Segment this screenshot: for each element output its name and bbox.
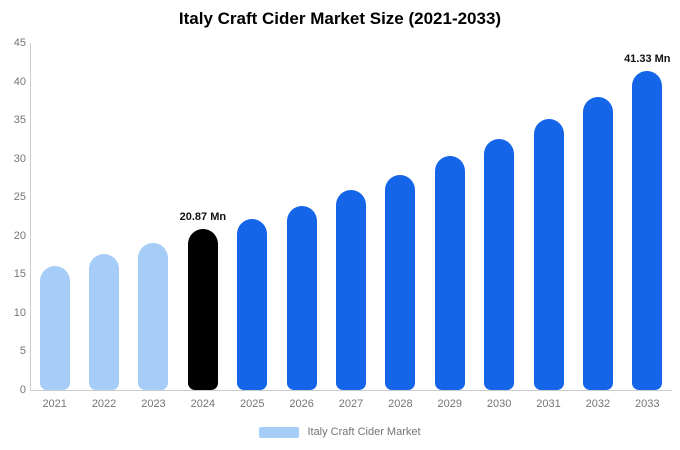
x-tick-label: 2029 <box>437 398 462 410</box>
bar-2021[interactable] <box>39 265 70 390</box>
y-tick-label: 20 <box>13 229 26 242</box>
bar-2023[interactable] <box>138 242 169 390</box>
y-tick-label: 15 <box>13 268 26 281</box>
bar-2025[interactable] <box>237 218 268 390</box>
x-tick-label: 2021 <box>42 398 67 410</box>
x-tick-label: 2028 <box>388 398 413 410</box>
chart-title: Italy Craft Cider Market Size (2021-2033… <box>178 9 502 28</box>
x-tick-label: 2032 <box>585 398 611 410</box>
x-tick-label: 2031 <box>536 398 561 410</box>
x-tick-label: 2024 <box>190 398 216 410</box>
x-tick-label: 2030 <box>486 398 512 410</box>
legend-item[interactable]: Italy Craft Cider Market <box>0 426 680 438</box>
y-tick-label: 35 <box>13 114 26 127</box>
bar-2033[interactable] <box>632 71 663 390</box>
bar-2028[interactable] <box>385 174 416 390</box>
y-tick-label: 0 <box>19 384 26 396</box>
y-tick-label: 40 <box>13 75 26 88</box>
legend-swatch <box>259 426 300 438</box>
y-axis-line <box>30 43 31 390</box>
plot-area: 20.87 Mn 41.33 Mn <box>30 43 672 390</box>
legend-label: Italy Craft Cider Market <box>307 426 421 438</box>
bar-2031[interactable] <box>533 119 564 390</box>
x-tick-label: 2025 <box>239 398 265 410</box>
bar-2022[interactable] <box>89 254 120 390</box>
bar-2024[interactable] <box>187 229 218 390</box>
bar-2032[interactable] <box>582 96 613 390</box>
x-axis-line <box>30 390 672 391</box>
x-tick-label: 2026 <box>289 398 314 410</box>
x-tick-label: 2033 <box>635 398 660 410</box>
y-tick-label: 5 <box>19 345 26 358</box>
bar-2027[interactable] <box>336 189 366 390</box>
data-label-2024: 20.87 Mn <box>179 211 227 224</box>
bar-2030[interactable] <box>484 138 515 390</box>
y-tick-label: 30 <box>13 152 26 165</box>
x-axis-tick-labels: 2021 2022 2023 2024 2025 2026 2027 2028 2029 2030… <box>30 398 672 414</box>
x-tick-label: 2023 <box>141 398 166 410</box>
bar-2029[interactable] <box>434 156 465 390</box>
x-tick-label: 2027 <box>338 398 364 410</box>
y-tick-label: 45 <box>13 37 26 49</box>
x-tick-label: 2022 <box>91 398 117 410</box>
bar-2026[interactable] <box>286 205 317 390</box>
y-tick-label: 25 <box>13 191 26 204</box>
data-label-2033: 41.33 Mn <box>624 53 671 66</box>
y-tick-label: 10 <box>13 306 26 319</box>
